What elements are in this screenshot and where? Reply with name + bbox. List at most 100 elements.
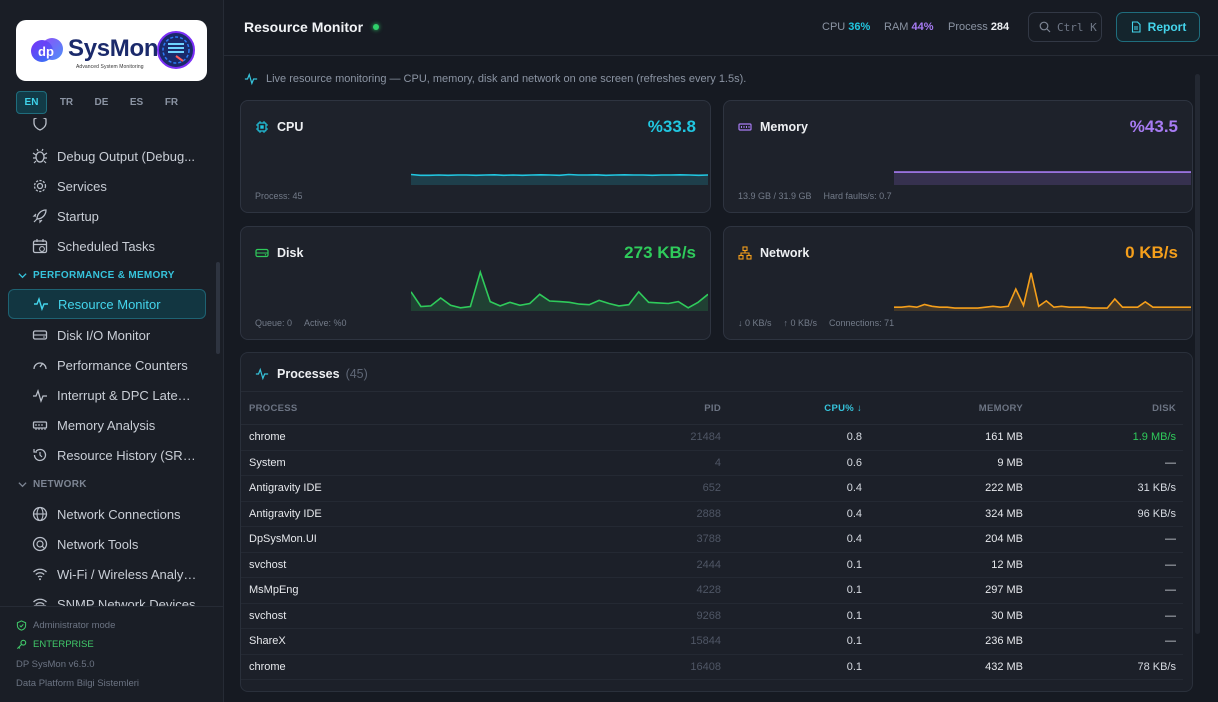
memory-cell: 222 MB [985, 482, 1023, 495]
header-ram-value: 44% [911, 21, 934, 33]
cpu-sparkline [411, 173, 708, 185]
cpu-cell: 0.1 [846, 558, 862, 571]
sidebar-item-network-tools[interactable]: Network Tools [8, 529, 206, 559]
sidebar-item-scheduled-tasks[interactable]: Scheduled Tasks [8, 231, 206, 261]
activity-icon [255, 367, 269, 381]
shield-icon [33, 118, 47, 131]
sidebar-scrollbar[interactable] [216, 262, 220, 354]
disk-active: Active: %0 [304, 318, 347, 328]
gauge-icon [33, 362, 47, 370]
col-disk-header[interactable]: DISK [1152, 402, 1176, 414]
sidebar-item-label: Startup [57, 208, 99, 224]
disk-cell: — [1165, 456, 1176, 469]
nav-group-network[interactable]: NETWORK [18, 479, 87, 490]
memory-card-title: Memory [738, 120, 808, 134]
process-name-cell: chrome [249, 660, 286, 673]
info-text: Live resource monitoring — CPU, memory, … [266, 73, 747, 85]
cpu-cell: 0.1 [846, 584, 862, 597]
pid-cell: 3788 [696, 533, 721, 546]
cpu-cell: 0.1 [846, 635, 862, 648]
network-nodes-icon [738, 246, 752, 260]
memory-icon [32, 421, 48, 430]
gear-icon [33, 179, 47, 193]
sidebar-item-performance-counters[interactable]: Performance Counters [8, 350, 206, 380]
col-cpu-header[interactable]: CPU% ↓ [824, 402, 862, 414]
table-row[interactable]: svchost 9268 0.1 30 MB — [241, 604, 1183, 629]
pid-cell: 652 [702, 482, 721, 495]
sidebar-item-label: Resource History (SRU... [57, 447, 197, 463]
header-process-value: 284 [990, 21, 1010, 33]
table-row[interactable]: MsMpEng 4228 0.1 297 MB — [241, 578, 1183, 604]
table-body: chrome 21484 0.8 161 MB 1.9 MB/s System 4 0.6 9 … [241, 425, 1183, 680]
disk-cell: 78 KB/s [1137, 660, 1176, 673]
sidebar-item-resource-monitor[interactable]: Resource Monitor [8, 289, 206, 319]
globe-icon [32, 506, 48, 522]
nav-group-label: NETWORK [33, 479, 87, 490]
sidebar-item-disk-io[interactable]: Disk I/O Monitor [8, 320, 206, 350]
table-row[interactable]: svchost 2444 0.1 12 MB — [241, 553, 1183, 578]
sidebar-item-memory-analysis[interactable]: Memory Analysis [8, 410, 206, 440]
sidebar-item-label: Services [57, 178, 107, 194]
sidebar-item-interrupt-dpc[interactable]: Interrupt & DPC Latency [8, 380, 206, 410]
lang-button-fr[interactable]: FR [164, 97, 179, 108]
sidebar-item-label: Performance Counters [57, 357, 188, 373]
sidebar-item-network-connections[interactable]: Network Connections [8, 499, 206, 529]
sidebar-item-resource-history[interactable]: Resource History (SRU... [8, 440, 206, 470]
sidebar-item-partial[interactable] [8, 118, 206, 138]
sidebar-item-services[interactable]: Services [8, 171, 206, 201]
lang-button-tr[interactable]: TR [59, 97, 74, 108]
main-scrollbar[interactable] [1195, 74, 1200, 634]
table-row[interactable]: chrome 21484 0.8 161 MB 1.9 MB/s [241, 425, 1183, 451]
spark-cpu-line [411, 173, 708, 177]
processes-header: Processes (45) [255, 367, 368, 381]
sidebar-item-debug-output[interactable]: Debug Output (Debug... [8, 141, 206, 171]
header-ram-stat: RAM 44% [884, 21, 934, 33]
table-row[interactable]: Antigravity IDE 2888 0.4 324 MB 96 KB/s [241, 502, 1183, 527]
sidebar-item-wifi-analysis[interactable]: Wi-Fi / Wireless Analysis [8, 559, 206, 589]
table-row[interactable]: ShareX 15844 0.1 236 MB — [241, 629, 1183, 655]
bug-icon [32, 148, 48, 164]
cpu-cell: 0.4 [846, 482, 862, 495]
report-button[interactable]: Report [1116, 12, 1200, 42]
lang-button-de[interactable]: DE [94, 97, 109, 108]
search-button[interactable]: Ctrl K [1028, 12, 1102, 42]
table-row[interactable]: chrome 16408 0.1 432 MB 78 KB/s [241, 655, 1183, 680]
activity-icon [244, 72, 258, 86]
language-switcher: EN TR DE ES FR [16, 91, 187, 114]
sidebar-item-startup[interactable]: Startup [8, 201, 206, 231]
network-card: Network 0 KB/s ↓ 0 KB/s ↑ 0 KB/s Connect… [723, 226, 1193, 340]
hard-drive-icon [255, 248, 269, 258]
nav-group-performance[interactable]: PERFORMANCE & MEMORY [18, 270, 175, 281]
spark-cpu-area [411, 174, 708, 185]
brand-logo[interactable]: dp SysMon Advanced System Monitoring [16, 20, 207, 81]
memory-title-label: Memory [760, 120, 808, 134]
lang-button-en[interactable]: EN [16, 91, 47, 114]
spark-disk-area [411, 272, 708, 311]
company-text: Data Platform Bilgi Sistemleri [16, 678, 140, 689]
memory-cell: 324 MB [985, 507, 1023, 520]
chevron-down-icon [18, 273, 27, 279]
table-row[interactable]: System 4 0.6 9 MB — [241, 451, 1183, 476]
key-icon [16, 639, 27, 650]
col-process-header[interactable]: PROCESS [249, 402, 298, 414]
disk-cell: — [1165, 533, 1176, 546]
admin-mode: Administrator mode [16, 620, 115, 631]
sidebar-item-label: Network Connections [57, 506, 181, 522]
cpu-cell: 0.4 [846, 507, 862, 520]
memory-hard-faults: Hard faults/s: 0.7 [823, 191, 892, 201]
rocket-icon [32, 209, 47, 224]
header-process-label: Process [948, 21, 988, 33]
table-row[interactable]: DpSysMon.UI 3788 0.4 204 MB — [241, 527, 1183, 553]
lang-button-es[interactable]: ES [129, 97, 144, 108]
info-banner: Live resource monitoring — CPU, memory, … [244, 72, 746, 86]
disk-cell: — [1165, 558, 1176, 571]
brand-subtitle: Advanced System Monitoring [76, 64, 144, 70]
col-memory-header[interactable]: MEMORY [978, 402, 1023, 414]
network-card-title: Network [738, 246, 809, 260]
table-row[interactable]: Antigravity IDE 652 0.4 222 MB 31 KB/s [241, 476, 1183, 502]
col-pid-header[interactable]: PID [704, 402, 721, 414]
disk-card-footer: Queue: 0 Active: %0 [255, 318, 347, 328]
sidebar-item-snmp-devices[interactable]: SNMP Network Devices [8, 589, 206, 606]
activity-icon [34, 296, 48, 312]
sidebar-nav: Debug Output (Debug... Services Startup … [0, 118, 224, 606]
